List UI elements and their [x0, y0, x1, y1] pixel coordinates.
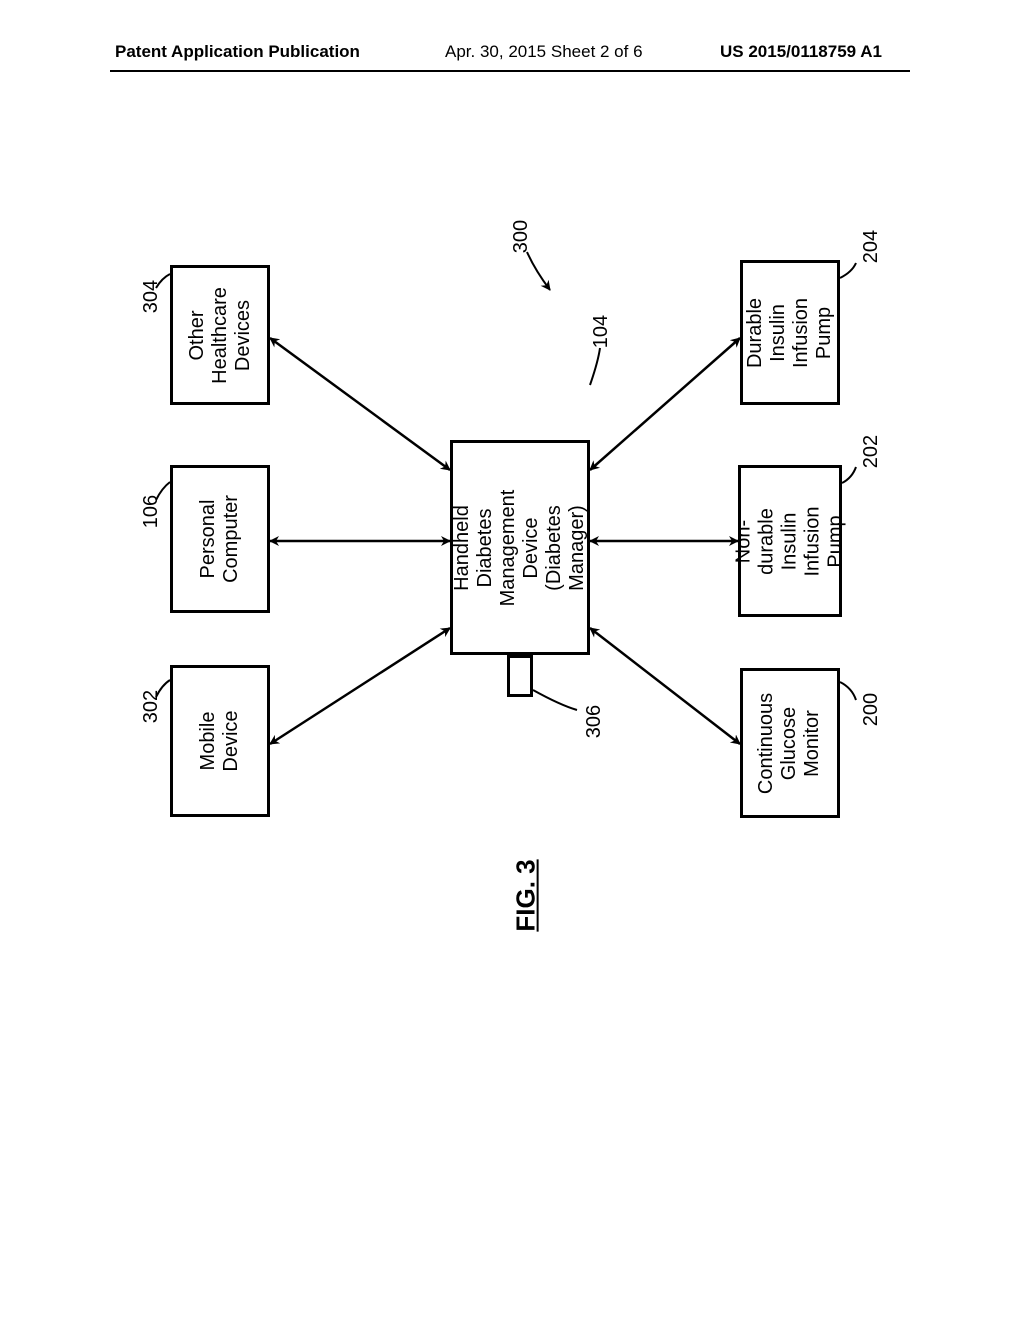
- node-nondurable-pump: Non-durable Insulin Infusion Pump: [738, 465, 842, 617]
- ref-106: 106: [140, 495, 163, 528]
- page-header: Patent Application Publication Apr. 30, …: [0, 42, 1024, 72]
- node-mobile-device: Mobile Device: [170, 665, 270, 817]
- ref-104: 104: [590, 315, 613, 348]
- node-label: Non-durable Insulin Infusion Pump: [733, 506, 847, 576]
- figure-3: Other Healthcare Devices Personal Comput…: [110, 160, 910, 1240]
- node-label: Other Healthcare Devices: [186, 287, 254, 384]
- ref-200: 200: [860, 693, 883, 726]
- node-durable-pump: Durable Insulin Infusion Pump: [740, 260, 840, 405]
- ref-306: 306: [583, 705, 606, 738]
- node-label: Personal Computer: [197, 495, 242, 583]
- ref-202: 202: [860, 435, 883, 468]
- figure-title: FIG. 3: [511, 859, 542, 931]
- node-label: Mobile Device: [197, 710, 242, 771]
- node-label: Durable Insulin Infusion Pump: [744, 297, 835, 367]
- ref-204: 204: [860, 230, 883, 263]
- node-diabetes-manager: Handheld Diabetes Management Device (Dia…: [450, 440, 590, 655]
- node-cgm: Continuous Glucose Monitor: [740, 668, 840, 818]
- ref-304: 304: [140, 280, 163, 313]
- ref-300: 300: [510, 220, 533, 253]
- node-label: Handheld Diabetes Management Device (Dia…: [451, 489, 588, 606]
- node-port-306: [507, 655, 533, 697]
- ref-302: 302: [140, 690, 163, 723]
- header-right-text: US 2015/0118759 A1: [720, 42, 882, 62]
- header-rule: [110, 70, 910, 72]
- node-other-healthcare: Other Healthcare Devices: [170, 265, 270, 405]
- node-label: Continuous Glucose Monitor: [756, 692, 824, 793]
- node-personal-computer: Personal Computer: [170, 465, 270, 613]
- header-center-text: Apr. 30, 2015 Sheet 2 of 6: [445, 42, 643, 62]
- header-left-text: Patent Application Publication: [115, 42, 360, 62]
